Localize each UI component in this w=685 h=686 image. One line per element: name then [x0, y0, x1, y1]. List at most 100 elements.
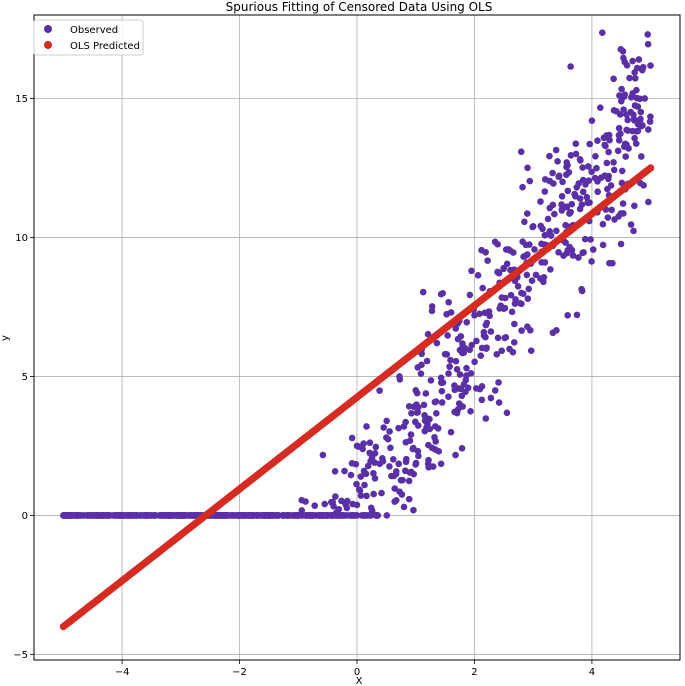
grid-layer [34, 15, 680, 660]
observed-point [405, 402, 413, 410]
observed-point [435, 448, 443, 455]
observed-point [584, 163, 592, 170]
observed-point [343, 504, 351, 512]
observed-point [453, 366, 461, 373]
observed-point [363, 492, 370, 500]
observed-point [388, 472, 395, 480]
observed-point [506, 345, 513, 353]
observed-point [315, 512, 323, 519]
observed-point [569, 252, 577, 259]
observed-point [89, 512, 97, 519]
observed-point [441, 350, 449, 358]
observed-point [108, 512, 116, 519]
observed-point [360, 512, 368, 519]
observed-point [338, 512, 345, 519]
observed-point [413, 401, 420, 408]
observed-point [391, 498, 398, 505]
observed-point [630, 111, 637, 119]
observed-point [578, 285, 585, 293]
observed-point [319, 451, 327, 459]
observed-point [527, 326, 534, 334]
observed-point [518, 327, 525, 334]
observed-point [500, 264, 508, 272]
observed-point [412, 461, 419, 468]
observed-point [376, 387, 383, 394]
observed-point [588, 117, 596, 124]
observed-point [631, 102, 639, 109]
observed-point [567, 63, 574, 70]
x-axis-label: X [356, 676, 363, 686]
observed-point [236, 512, 243, 519]
observed-point [498, 347, 506, 355]
observed-point [491, 387, 499, 394]
observed-point [402, 458, 410, 466]
observed-point [471, 358, 478, 366]
y-tick-label: 10 [15, 233, 28, 244]
observed-point [225, 512, 233, 519]
observed-point [646, 118, 654, 125]
observed-point [531, 246, 538, 253]
observed-point [564, 161, 571, 169]
observed-point [578, 201, 586, 208]
observed-point [579, 164, 586, 171]
y-axis-label: y [0, 335, 11, 341]
observed-point [503, 409, 511, 417]
observed-point [541, 231, 549, 239]
observed-point [493, 350, 501, 358]
y-tick-label: 0 [22, 511, 28, 522]
observed-point [437, 460, 445, 468]
observed-point [444, 332, 451, 339]
observed-point [391, 485, 399, 492]
observed-point [620, 54, 627, 62]
observed-point [606, 259, 613, 267]
observed-point [463, 318, 471, 326]
observed-point [532, 271, 540, 279]
observed-point [367, 504, 375, 512]
observed-point [330, 503, 337, 510]
observed-point [615, 213, 622, 220]
observed-point [451, 382, 458, 389]
observed-point [597, 174, 605, 182]
observed-point [407, 468, 415, 476]
observed-point [363, 423, 370, 430]
observed-point [567, 152, 575, 159]
observed-point [581, 235, 589, 243]
observed-point [599, 220, 607, 228]
observed-point [487, 394, 495, 402]
observed-point [353, 442, 361, 450]
observed-point [610, 75, 617, 83]
observed-point [519, 183, 526, 191]
observed-point [447, 428, 455, 436]
observed-point [433, 339, 441, 347]
observed-point [631, 69, 638, 76]
observed-point [630, 227, 637, 235]
observed-point [631, 202, 638, 210]
observed-point [443, 310, 450, 318]
observed-point [509, 249, 517, 256]
observed-point [212, 512, 219, 519]
observed-point [621, 91, 629, 98]
observed-point [568, 200, 576, 208]
x-tick-label: −2 [232, 667, 247, 678]
observed-point [298, 507, 306, 514]
observed-point [496, 305, 503, 312]
observed-point [585, 177, 593, 184]
observed-point [367, 512, 374, 519]
observed-point [558, 201, 565, 208]
observed-point [618, 167, 626, 175]
observed-point [477, 352, 485, 359]
observed-point [627, 221, 635, 228]
observed-point [562, 221, 569, 229]
observed-point [629, 57, 636, 65]
observed-point [523, 271, 531, 279]
observed-point [379, 454, 386, 462]
observed-point [307, 512, 314, 519]
observed-point [468, 267, 475, 275]
observed-point [360, 440, 367, 447]
observed-point [433, 410, 440, 417]
observed-point [644, 40, 652, 48]
observed-point [468, 341, 476, 349]
observed-point [437, 290, 445, 298]
observed-point [623, 62, 631, 69]
observed-point [471, 311, 478, 319]
